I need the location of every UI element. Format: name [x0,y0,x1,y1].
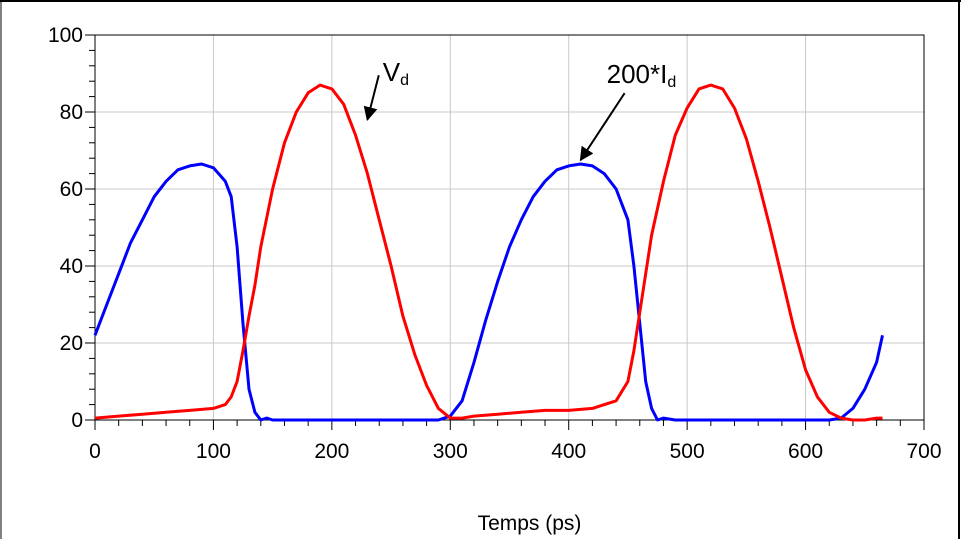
annotation-200id: 200*Id [607,59,677,91]
x-tick-label: 700 [906,440,941,463]
series-line-blue [93,162,884,422]
x-tick-label: 600 [788,440,823,463]
x-tick-label: 0 [89,440,101,463]
x-tick-label: 200 [314,440,349,463]
plot-area-border [94,34,925,421]
y-tick-label: 0 [71,409,83,432]
x-tick-label: 300 [433,440,468,463]
y-tick-label: 100 [48,24,83,47]
annotation-200id-arrow [579,92,626,162]
annotation-vd-arrow [363,74,380,122]
x-tick-label: 500 [670,440,705,463]
series-layer [93,83,884,422]
tick-labels: 0 100 200 300 400 500 600 700 0 20 40 60 80 100 [48,24,942,463]
y-tick-label: 80 [60,101,83,124]
y-tick-label: 20 [60,332,83,355]
x-axis-title: Temps (ps) [478,512,582,535]
y-tick-label: 40 [60,255,83,278]
y-tick-label: 60 [60,178,83,201]
annotation-vd: Vd [383,57,409,89]
x-tick-label: 100 [196,440,231,463]
annotations: Vd 200*Id [363,57,677,162]
series-line-red [94,83,883,422]
x-tick-label: 400 [551,440,586,463]
